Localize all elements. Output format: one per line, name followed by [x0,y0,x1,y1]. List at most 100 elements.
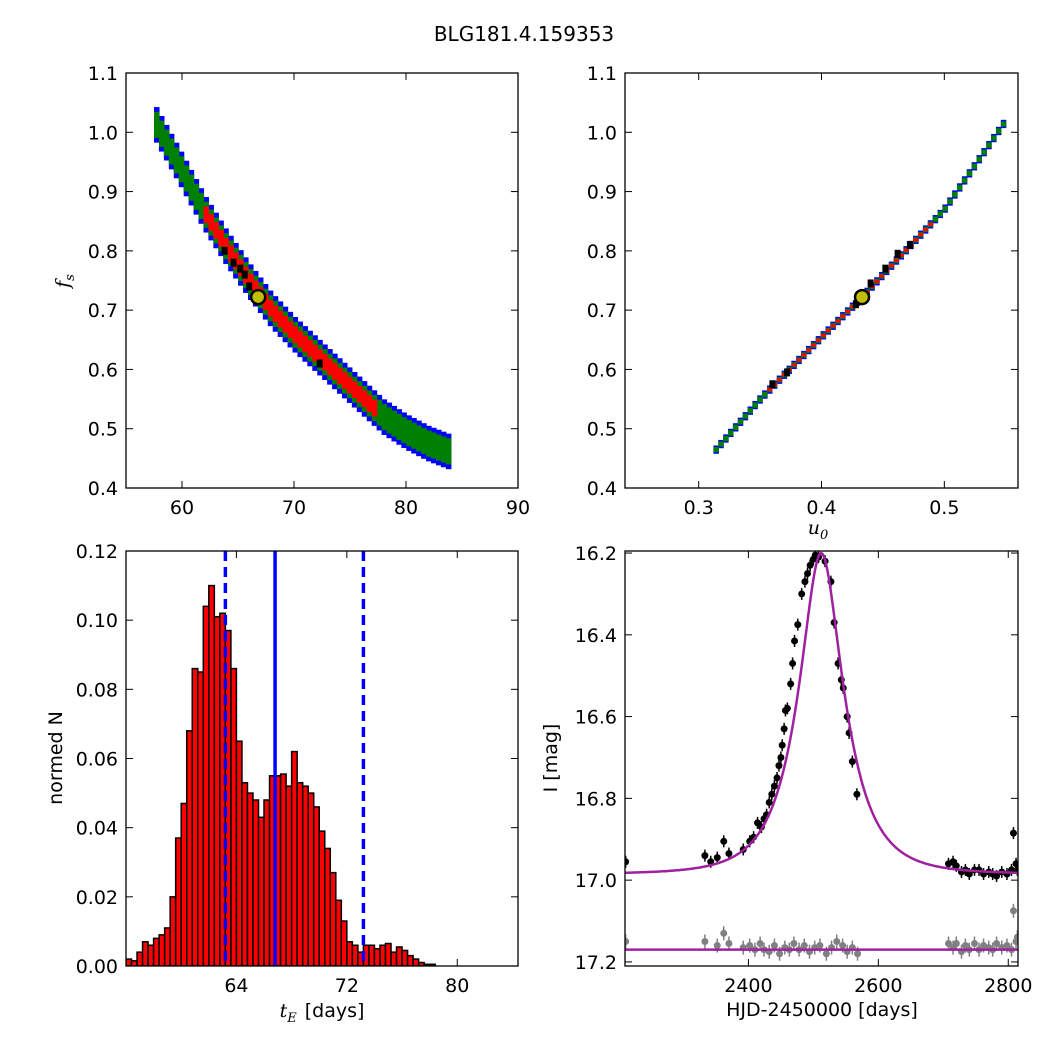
heatmap-cell-green [971,163,978,169]
panels-group: 60 70 80 90 0.4 0.5 0.6 0.7 0.8 0.9 1.0 1.1 fs 0.3 0.4… [45,63,1032,1026]
heatmap-cell-red [287,321,294,338]
heatmap-cell-red [297,331,303,348]
heatmap-cell-red [223,237,229,255]
residual-point [944,940,952,948]
x-axis-label-subscript: 0 [820,528,828,543]
axes-frame [624,72,1019,489]
y-tick-label: 0.08 [76,679,118,701]
histogram-bar [412,958,420,966]
heatmap-cell-green [942,205,948,212]
heatmap-cell-green [440,436,447,463]
heatmap-cell-red [913,238,919,242]
heatmap-cell-green [737,419,744,425]
heatmap-cells [154,107,452,470]
x-axis-label-subscript: E [286,1011,297,1026]
histogram-bar [312,806,320,966]
data-point [768,790,776,798]
heatmap-cell-red [282,316,289,333]
heatmap-cell-black [241,270,248,279]
histogram-bar [290,750,298,966]
data-point [720,837,728,845]
residual-point [790,940,798,948]
data-point [853,790,861,798]
histogram-bars [126,551,436,966]
heatmap-cell-red [810,343,817,347]
data-point [801,578,809,586]
y-tick-label: 16.8 [575,788,617,810]
residual-point [970,940,978,948]
heatmap-cell-green [932,216,939,222]
heatmap-cell-red [322,353,328,371]
heatmap-cell-green [713,446,719,453]
heatmap-cell-red [361,390,368,408]
figure-title: BLG181.4.159353 [434,22,614,46]
heatmap-cell-red [203,206,210,224]
heatmap-cell-green [947,198,953,205]
residual-point [993,940,1001,948]
residual-point [746,942,754,950]
heatmap-cells [713,119,1007,454]
heatmap-cell-red [805,348,812,352]
y-tick-label: 16.6 [575,707,617,729]
heatmap-cell-black [769,380,776,389]
heatmap-cell-red [213,222,219,239]
heatmap-cell-red [312,344,318,362]
heatmap-cell-black [867,279,874,288]
heatmap-cell-red [252,280,259,298]
heatmap-cell-red [825,329,831,333]
heatmap-cell-black [894,249,901,258]
heatmap-cell-red [366,395,373,412]
histogram-bar [235,740,243,966]
heatmap-cell-black [882,264,889,273]
heatmap-cell-black [906,240,913,249]
histogram-bar [346,941,354,966]
x-axis-label: u0 [808,517,829,543]
heatmap-cell-green [991,135,997,141]
y-tick-label: 16.2 [575,543,617,565]
histogram-bar [285,785,293,966]
histogram-bar [324,847,332,966]
x-tick-label: 90 [506,497,530,519]
y-axis-label: fs [52,274,78,290]
heatmap-cell-red [918,233,924,237]
histogram-bar [401,949,409,966]
axes-frame [125,550,519,967]
y-tick-label: 0.12 [76,541,118,563]
heatmap-cell-red [849,305,856,309]
heatmap-cell-red [796,358,802,362]
heatmap-cell-red [307,340,313,357]
histogram-bar [351,944,359,966]
heatmap-cell-red [801,353,807,357]
heatmap-cell-red [874,279,880,283]
heatmap-cell-red [302,335,308,353]
lightcurve-plot [625,551,1018,961]
heatmap-cell-black [784,368,791,377]
y-tick-label: 0.7 [88,300,118,322]
y-tick-label: 0.4 [88,478,118,500]
y-tick-label: 0.8 [88,241,118,263]
x-tick-label: 60 [170,497,194,519]
histogram-bar [174,837,182,966]
data-point [804,569,812,577]
heatmap-cell-green [981,149,987,155]
residual-point [1013,933,1018,941]
heatmap-cell-red [820,333,827,337]
y-tick-label: 0.9 [587,182,617,204]
histogram-bar [406,954,414,966]
heatmap-cell-green [376,399,383,426]
heatmap-cell-green [173,147,180,174]
axes-frame [125,72,519,489]
histogram-bar [230,667,238,966]
heatmap-cell-green [406,420,412,447]
heatmap-cell-green [762,391,768,398]
x-tick-label: 2400 [724,975,772,997]
y-tick-label: 0.7 [587,300,617,322]
heatmap-cell-red [346,376,353,394]
residual-point [800,942,808,950]
heatmap-cell-red [292,326,299,344]
heatmap-cell-red [218,230,224,247]
histogram-bar [379,944,387,966]
data-point [791,637,799,645]
histogram-bar [126,958,133,966]
heatmap-cell-red [247,273,254,291]
